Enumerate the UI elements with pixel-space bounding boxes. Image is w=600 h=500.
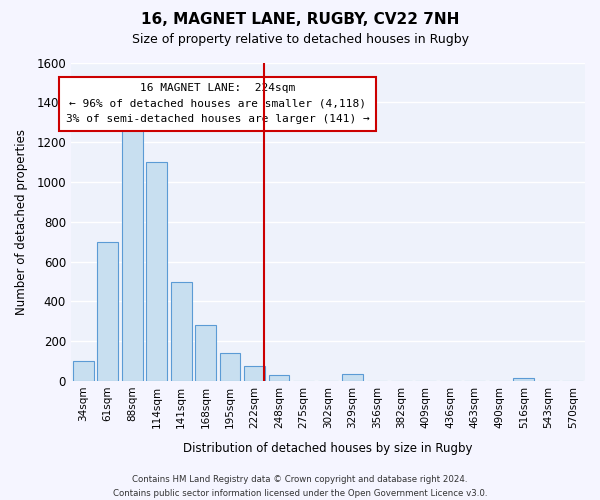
Bar	[73, 361, 94, 381]
Bar	[146, 162, 167, 381]
Bar	[220, 353, 241, 381]
Text: 16 MAGNET LANE:  224sqm
← 96% of detached houses are smaller (4,118)
3% of semi-: 16 MAGNET LANE: 224sqm ← 96% of detached…	[65, 83, 370, 124]
Bar	[170, 282, 191, 381]
Text: 16, MAGNET LANE, RUGBY, CV22 7NH: 16, MAGNET LANE, RUGBY, CV22 7NH	[141, 12, 459, 28]
Text: Size of property relative to detached houses in Rugby: Size of property relative to detached ho…	[131, 32, 469, 46]
Bar	[122, 116, 143, 381]
Y-axis label: Number of detached properties: Number of detached properties	[15, 129, 28, 315]
Bar	[269, 375, 289, 381]
Bar	[97, 242, 118, 381]
Bar	[514, 378, 534, 381]
Bar	[244, 366, 265, 381]
X-axis label: Distribution of detached houses by size in Rugby: Distribution of detached houses by size …	[183, 442, 473, 455]
Bar	[342, 374, 363, 381]
Bar	[195, 326, 216, 381]
Text: Contains HM Land Registry data © Crown copyright and database right 2024.
Contai: Contains HM Land Registry data © Crown c…	[113, 476, 487, 498]
